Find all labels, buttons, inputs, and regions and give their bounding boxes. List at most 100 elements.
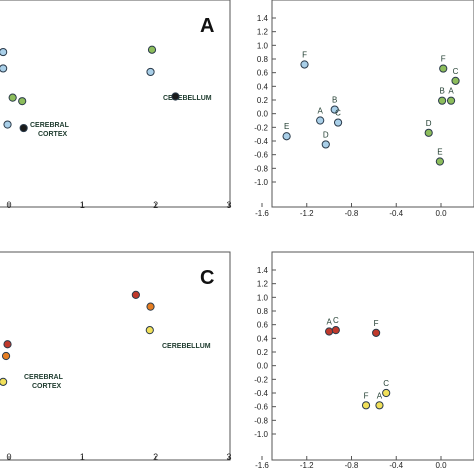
y-tick-label: -0.6	[254, 403, 268, 412]
y-tick-label: 0.2	[257, 96, 269, 105]
data-point	[8, 93, 17, 102]
data-point	[131, 290, 140, 299]
x-tick-label: 0	[6, 200, 11, 210]
panel-letter: A	[200, 15, 214, 37]
point-label: A	[448, 87, 454, 96]
x-tick-label: 1	[80, 200, 85, 210]
region-label-cortex: CEREBRAL CORTEX	[24, 374, 64, 390]
panel-frame	[271, 0, 474, 208]
data-point	[316, 116, 325, 125]
point-label: C	[333, 316, 339, 325]
data-point	[1, 351, 11, 361]
y-tick-label: 0.8	[257, 307, 269, 316]
point-label: B	[439, 87, 444, 96]
panel-3: 0 1 2 3 C CEREBRAL CORTEX CEREBELLUM	[0, 251, 232, 462]
y-tick-label: 1.0	[257, 41, 269, 50]
x-tick-label: -1.6	[255, 209, 269, 218]
data-point	[0, 64, 8, 73]
data-point	[372, 328, 381, 337]
region-label-line: CORTEX	[38, 131, 68, 138]
panel-1: 0 1 2 3 A CEREBRAL CORTEX CEREBELLUM	[0, 0, 232, 210]
y-tick-label: 0.0	[257, 110, 269, 119]
point-label: A	[377, 391, 383, 400]
y-tick-label: 1.2	[257, 280, 269, 289]
data-point	[435, 157, 444, 166]
point-label: C	[383, 379, 389, 388]
data-point	[147, 45, 157, 54]
data-point	[19, 123, 28, 133]
y-tick-label: 0.6	[257, 321, 269, 330]
y-tick-label: -1.0	[254, 178, 268, 187]
y-tick-label: 0.6	[257, 69, 269, 78]
y-tick-label: -0.8	[254, 164, 268, 173]
x-tick-label: -1.2	[300, 209, 314, 218]
point-label: C	[453, 67, 459, 76]
y-tick-label: 1.4	[257, 266, 269, 275]
panel-frame	[0, 251, 231, 461]
x-tick-label: -0.4	[389, 209, 403, 218]
x-tick-label: -0.8	[345, 209, 359, 218]
y-tick-label: 0.2	[257, 348, 269, 357]
y-tick-label: -0.2	[254, 123, 268, 132]
x-tick-label: 2	[153, 200, 158, 210]
region-label-line: CEREBRAL	[30, 122, 70, 129]
panel-letter: C	[200, 267, 214, 289]
point-label: D	[323, 130, 329, 139]
region-label-cortex: CEREBRAL CORTEX	[30, 122, 70, 138]
point-label: F	[441, 55, 446, 64]
data-point	[146, 67, 155, 77]
y-tick-label: 0.4	[257, 334, 269, 343]
data-point	[451, 76, 460, 85]
x-tick-label: 1	[80, 452, 85, 462]
y-tick-label: -0.8	[254, 416, 268, 425]
y-tick-label: 1.0	[257, 293, 269, 302]
point-label: E	[437, 148, 442, 157]
data-point	[321, 140, 330, 149]
y-tick-label: -0.2	[254, 375, 268, 384]
data-point	[446, 96, 456, 105]
y-tick-label: -1.0	[254, 430, 268, 439]
data-point	[325, 327, 334, 336]
point-label: A	[318, 107, 324, 116]
x-tick-label: 2	[153, 452, 158, 462]
data-point	[3, 120, 12, 129]
data-point	[333, 118, 343, 127]
point-label: B	[332, 96, 337, 105]
data-point	[282, 132, 291, 141]
data-point	[382, 388, 391, 398]
data-point	[300, 60, 309, 69]
x-tick-label: 3	[226, 452, 231, 462]
y-tick-label: -0.6	[254, 151, 268, 160]
x-tick-label: -1.2	[300, 461, 314, 470]
panel-frame	[0, 0, 231, 208]
x-tick-label: -0.4	[389, 461, 403, 470]
y-tick-label: 0.0	[257, 362, 269, 371]
data-point	[439, 64, 448, 73]
data-point	[0, 377, 8, 386]
point-label: D	[426, 119, 432, 128]
point-label: C	[335, 109, 341, 118]
data-point	[361, 401, 371, 410]
point-label: F	[302, 50, 307, 59]
data-point	[145, 326, 154, 335]
point-label: F	[374, 319, 379, 328]
x-tick-label: 0.0	[435, 461, 447, 470]
y-tick-label: 1.4	[257, 14, 269, 23]
panel-frame	[271, 251, 474, 461]
region-label-line: CORTEX	[32, 383, 62, 390]
y-tick-label: -0.4	[254, 389, 268, 398]
point-label: A	[326, 318, 332, 327]
y-tick-label: 0.8	[257, 55, 269, 64]
panel-4: 1.4 1.2 1.0 0.8 0.6 0.4 0.2 0.0 -0.2 -0.4 -0.6 -0.8…	[254, 251, 474, 470]
region-label-cerebellum: CEREBELLUM	[162, 343, 211, 350]
data-point	[0, 47, 8, 57]
x-tick-label: 0	[6, 452, 11, 462]
data-point	[3, 340, 12, 349]
data-point	[171, 92, 180, 101]
data-point	[330, 105, 339, 114]
point-label: E	[284, 122, 289, 131]
panel-2: 1.4 1.2 1.0 0.8 0.6 0.4 0.2 0.0 -0.2 -0.4 -0.6 -0.8…	[254, 0, 474, 218]
x-tick-label: 0.0	[435, 209, 447, 218]
data-point	[146, 302, 155, 311]
